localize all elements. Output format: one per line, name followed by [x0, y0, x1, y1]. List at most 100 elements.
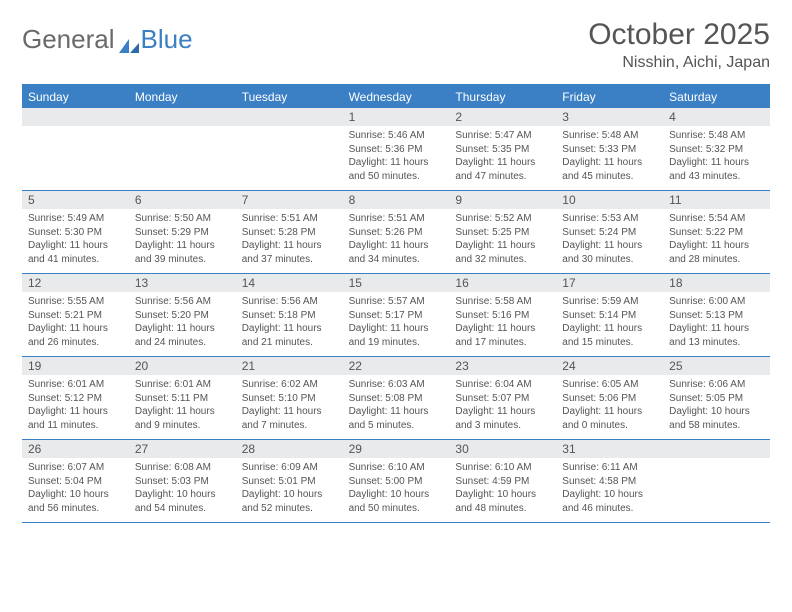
calendar-cell: 8Sunrise: 5:51 AMSunset: 5:26 PMDaylight…: [343, 191, 450, 273]
calendar-cell: 12Sunrise: 5:55 AMSunset: 5:21 PMDayligh…: [22, 274, 129, 356]
cell-body: Sunrise: 5:52 AMSunset: 5:25 PMDaylight:…: [449, 209, 556, 270]
sunrise-line: Sunrise: 5:55 AM: [28, 295, 123, 309]
daylight-line: Daylight: 11 hours and 13 minutes.: [669, 322, 764, 349]
sunrise-line: Sunrise: 6:01 AM: [135, 378, 230, 392]
day-number: 28: [236, 440, 343, 458]
calendar-cell: 20Sunrise: 6:01 AMSunset: 5:11 PMDayligh…: [129, 357, 236, 439]
cell-body: Sunrise: 6:11 AMSunset: 4:58 PMDaylight:…: [556, 458, 663, 519]
cell-body: Sunrise: 6:09 AMSunset: 5:01 PMDaylight:…: [236, 458, 343, 519]
header: General Blue October 2025 Nisshin, Aichi…: [22, 18, 770, 72]
dayname-friday: Friday: [556, 86, 663, 108]
cell-body: Sunrise: 6:10 AMSunset: 5:00 PMDaylight:…: [343, 458, 450, 519]
calendar-cell: [129, 108, 236, 190]
cell-body: Sunrise: 6:10 AMSunset: 4:59 PMDaylight:…: [449, 458, 556, 519]
calendar-cell: 19Sunrise: 6:01 AMSunset: 5:12 PMDayligh…: [22, 357, 129, 439]
cell-body: Sunrise: 6:07 AMSunset: 5:04 PMDaylight:…: [22, 458, 129, 519]
calendar-cell: 10Sunrise: 5:53 AMSunset: 5:24 PMDayligh…: [556, 191, 663, 273]
cell-body: Sunrise: 5:56 AMSunset: 5:18 PMDaylight:…: [236, 292, 343, 353]
day-number: 9: [449, 191, 556, 209]
daylight-line: Daylight: 11 hours and 11 minutes.: [28, 405, 123, 432]
sunset-line: Sunset: 5:30 PM: [28, 226, 123, 240]
sunrise-line: Sunrise: 5:49 AM: [28, 212, 123, 226]
daylight-line: Daylight: 11 hours and 17 minutes.: [455, 322, 550, 349]
daylight-line: Daylight: 10 hours and 50 minutes.: [349, 488, 444, 515]
cell-body: Sunrise: 5:49 AMSunset: 5:30 PMDaylight:…: [22, 209, 129, 270]
sunset-line: Sunset: 5:03 PM: [135, 475, 230, 489]
sunset-line: Sunset: 5:29 PM: [135, 226, 230, 240]
day-number: 7: [236, 191, 343, 209]
logo-text-blue: Blue: [141, 24, 193, 55]
day-number: 10: [556, 191, 663, 209]
cell-body: Sunrise: 5:51 AMSunset: 5:28 PMDaylight:…: [236, 209, 343, 270]
day-number: 11: [663, 191, 770, 209]
calendar-cell: 29Sunrise: 6:10 AMSunset: 5:00 PMDayligh…: [343, 440, 450, 522]
sunset-line: Sunset: 5:07 PM: [455, 392, 550, 406]
sunrise-line: Sunrise: 6:11 AM: [562, 461, 657, 475]
day-number: 3: [556, 108, 663, 126]
daylight-line: Daylight: 11 hours and 39 minutes.: [135, 239, 230, 266]
daylight-line: Daylight: 10 hours and 58 minutes.: [669, 405, 764, 432]
daylight-line: Daylight: 11 hours and 15 minutes.: [562, 322, 657, 349]
weeks-container: 1Sunrise: 5:46 AMSunset: 5:36 PMDaylight…: [22, 108, 770, 523]
sunrise-line: Sunrise: 5:52 AM: [455, 212, 550, 226]
daylight-line: Daylight: 11 hours and 21 minutes.: [242, 322, 337, 349]
sunrise-line: Sunrise: 6:08 AM: [135, 461, 230, 475]
sunset-line: Sunset: 5:35 PM: [455, 143, 550, 157]
calendar-cell: 9Sunrise: 5:52 AMSunset: 5:25 PMDaylight…: [449, 191, 556, 273]
dayname-tuesday: Tuesday: [236, 86, 343, 108]
daylight-line: Daylight: 11 hours and 50 minutes.: [349, 156, 444, 183]
day-number: 6: [129, 191, 236, 209]
sunrise-line: Sunrise: 5:47 AM: [455, 129, 550, 143]
calendar-cell: 23Sunrise: 6:04 AMSunset: 5:07 PMDayligh…: [449, 357, 556, 439]
cell-body: Sunrise: 6:00 AMSunset: 5:13 PMDaylight:…: [663, 292, 770, 353]
cell-body: Sunrise: 6:03 AMSunset: 5:08 PMDaylight:…: [343, 375, 450, 436]
daylight-line: Daylight: 11 hours and 32 minutes.: [455, 239, 550, 266]
day-number: 24: [556, 357, 663, 375]
calendar-cell: 1Sunrise: 5:46 AMSunset: 5:36 PMDaylight…: [343, 108, 450, 190]
sunset-line: Sunset: 5:10 PM: [242, 392, 337, 406]
daylight-line: Daylight: 11 hours and 28 minutes.: [669, 239, 764, 266]
daylight-line: Daylight: 10 hours and 52 minutes.: [242, 488, 337, 515]
sunset-line: Sunset: 5:16 PM: [455, 309, 550, 323]
sunset-line: Sunset: 5:05 PM: [669, 392, 764, 406]
sunrise-line: Sunrise: 6:04 AM: [455, 378, 550, 392]
cell-body: Sunrise: 5:55 AMSunset: 5:21 PMDaylight:…: [22, 292, 129, 353]
sunset-line: Sunset: 5:17 PM: [349, 309, 444, 323]
calendar-cell: 18Sunrise: 6:00 AMSunset: 5:13 PMDayligh…: [663, 274, 770, 356]
calendar-cell: 14Sunrise: 5:56 AMSunset: 5:18 PMDayligh…: [236, 274, 343, 356]
sunset-line: Sunset: 5:13 PM: [669, 309, 764, 323]
calendar-cell: 31Sunrise: 6:11 AMSunset: 4:58 PMDayligh…: [556, 440, 663, 522]
calendar-cell: 30Sunrise: 6:10 AMSunset: 4:59 PMDayligh…: [449, 440, 556, 522]
sunrise-line: Sunrise: 5:48 AM: [562, 129, 657, 143]
sunrise-line: Sunrise: 5:54 AM: [669, 212, 764, 226]
sunrise-line: Sunrise: 5:51 AM: [242, 212, 337, 226]
sunset-line: Sunset: 5:00 PM: [349, 475, 444, 489]
calendar-cell: 13Sunrise: 5:56 AMSunset: 5:20 PMDayligh…: [129, 274, 236, 356]
daylight-line: Daylight: 11 hours and 47 minutes.: [455, 156, 550, 183]
dayname-thursday: Thursday: [449, 86, 556, 108]
sunrise-line: Sunrise: 6:06 AM: [669, 378, 764, 392]
daylight-line: Daylight: 10 hours and 54 minutes.: [135, 488, 230, 515]
daylight-line: Daylight: 11 hours and 3 minutes.: [455, 405, 550, 432]
calendar-cell: [236, 108, 343, 190]
sunset-line: Sunset: 5:32 PM: [669, 143, 764, 157]
sunset-line: Sunset: 5:28 PM: [242, 226, 337, 240]
calendar-cell: 4Sunrise: 5:48 AMSunset: 5:32 PMDaylight…: [663, 108, 770, 190]
sunset-line: Sunset: 5:21 PM: [28, 309, 123, 323]
cell-body: Sunrise: 5:56 AMSunset: 5:20 PMDaylight:…: [129, 292, 236, 353]
day-number: 27: [129, 440, 236, 458]
day-number: 4: [663, 108, 770, 126]
calendar-week: 12Sunrise: 5:55 AMSunset: 5:21 PMDayligh…: [22, 274, 770, 357]
sunset-line: Sunset: 5:24 PM: [562, 226, 657, 240]
sunrise-line: Sunrise: 6:10 AM: [349, 461, 444, 475]
calendar: Sunday Monday Tuesday Wednesday Thursday…: [22, 84, 770, 523]
daylight-line: Daylight: 11 hours and 34 minutes.: [349, 239, 444, 266]
daylight-line: Daylight: 11 hours and 9 minutes.: [135, 405, 230, 432]
sunrise-line: Sunrise: 6:09 AM: [242, 461, 337, 475]
cell-body: Sunrise: 5:51 AMSunset: 5:26 PMDaylight:…: [343, 209, 450, 270]
day-number: [22, 108, 129, 126]
sunrise-line: Sunrise: 5:46 AM: [349, 129, 444, 143]
day-number: 19: [22, 357, 129, 375]
day-number: 31: [556, 440, 663, 458]
day-number: [236, 108, 343, 126]
